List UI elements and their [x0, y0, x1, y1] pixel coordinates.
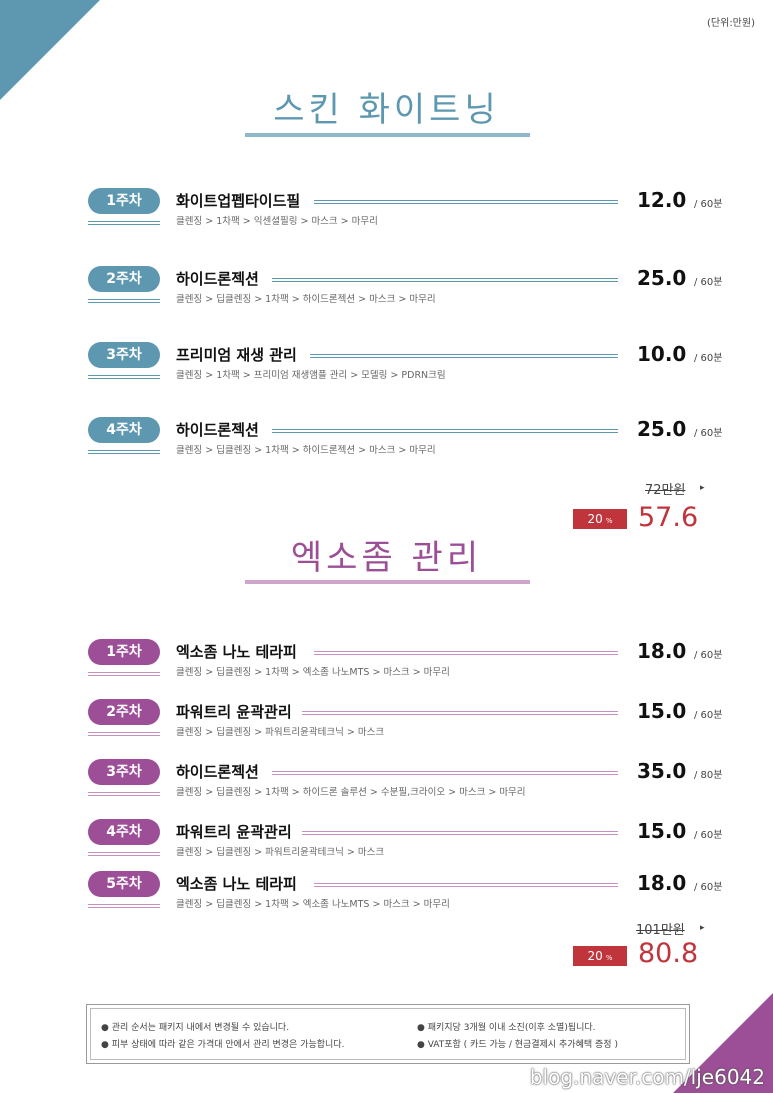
treatment-name: 화이트업펩타이드필 [176, 192, 301, 210]
menu-row: 4주차 파워트리 윤곽관리 클렌징 > 딥클렌징 > 파워트리윤곽테크닉 > 마… [88, 819, 738, 869]
week-badge: 3주차 [88, 342, 160, 368]
menu-row: 2주차 하이드론젝션 클렌징 > 딥클렌징 > 1차팩 > 하이드론젝션 > 마… [88, 266, 738, 316]
corner-decoration-top-left [0, 0, 100, 100]
discount-badge: 20% [573, 946, 627, 966]
duration: / 60분 [694, 199, 723, 210]
duration: / 60분 [694, 353, 723, 364]
menu-row: 3주차 프리미엄 재생 관리 클렌징 > 1차팩 > 프리미엄 재생앰플 관리 … [88, 342, 738, 392]
notes-inner: ● 관리 순서는 패키지 내에서 변경될 수 있습니다. ● 패키지당 3개월 … [90, 1008, 686, 1060]
section-title-whitening: 스킨 화이트닝 [273, 90, 500, 130]
divider [302, 711, 618, 715]
unit-note: (단위:만원) [707, 18, 755, 29]
discount-badge: 20% [573, 509, 627, 529]
menu-row: 4주차 하이드론젝션 클렌징 > 딥클렌징 > 1차팩 > 하이드론젝션 > 마… [88, 417, 738, 467]
treatment-name: 하이드론젝션 [176, 763, 259, 781]
final-price: 57.6 [638, 502, 699, 533]
discount-unit: % [605, 517, 613, 525]
note-item: ● 패키지당 3개월 이내 소진(이후 소멸)됩니다. [417, 1023, 596, 1033]
price: 35.0 [637, 759, 687, 783]
duration: / 80분 [694, 770, 723, 781]
price: 18.0 [637, 639, 687, 663]
divider [88, 375, 160, 379]
divider [314, 883, 618, 887]
treatment-steps: 클렌징 > 딥클렌징 > 1차팩 > 엑소좀 나노MTS > 마스크 > 마무리 [176, 667, 450, 678]
discount-value: 20 [587, 512, 603, 526]
treatment-steps: 클렌징 > 1차팩 > 익센셜필링 > 마스크 > 마무리 [176, 216, 378, 227]
duration: / 60분 [694, 650, 723, 661]
menu-row: 5주차 엑소좀 나노 테라피 클렌징 > 딥클렌징 > 1차팩 > 엑소좀 나노… [88, 871, 738, 921]
price: 25.0 [637, 266, 687, 290]
arrow-right-icon: ▸ [700, 923, 705, 933]
treatment-steps: 클렌징 > 딥클렌징 > 1차팩 > 하이드론 솔루션 > 수분필,크라이오 >… [176, 787, 526, 798]
week-badge: 4주차 [88, 819, 160, 845]
week-badge: 5주차 [88, 871, 160, 897]
original-price: 72만원 [645, 483, 686, 498]
menu-row: 1주차 화이트업펩타이드필 클렌징 > 1차팩 > 익센셜필링 > 마스크 > … [88, 188, 738, 238]
divider [88, 450, 160, 454]
divider [314, 200, 618, 204]
arrow-right-icon: ▸ [700, 483, 705, 493]
divider [88, 299, 160, 303]
price: 25.0 [637, 417, 687, 441]
treatment-steps: 클렌징 > 딥클렌징 > 1차팩 > 하이드론젝션 > 마스크 > 마무리 [176, 294, 436, 305]
duration: / 60분 [694, 277, 723, 288]
note-item: ● 관리 순서는 패키지 내에서 변경될 수 있습니다. [101, 1023, 290, 1033]
treatment-name: 파워트리 윤곽관리 [176, 823, 292, 841]
note-item: ● 피부 상태에 따라 같은 가격대 안에서 관리 변경은 가능합니다. [101, 1040, 345, 1050]
divider [310, 354, 618, 358]
notes-box: ● 관리 순서는 패키지 내에서 변경될 수 있습니다. ● 패키지당 3개월 … [86, 1004, 690, 1064]
menu-row: 1주차 엑소좀 나노 테라피 클렌징 > 딥클렌징 > 1차팩 > 엑소좀 나노… [88, 639, 738, 689]
section-title-exosome: 엑소좀 관리 [290, 538, 483, 578]
price: 18.0 [637, 871, 687, 895]
divider [272, 278, 618, 282]
duration: / 60분 [694, 830, 723, 841]
week-badge: 1주차 [88, 188, 160, 214]
title-underline [245, 133, 530, 137]
week-badge: 2주차 [88, 266, 160, 292]
original-price: 101만원 [636, 923, 685, 938]
price: 10.0 [637, 342, 687, 366]
divider [302, 831, 618, 835]
treatment-steps: 클렌징 > 딥클렌징 > 파워트리윤곽테크닉 > 마스크 [176, 847, 385, 858]
week-badge: 1주차 [88, 639, 160, 665]
divider [88, 672, 160, 676]
treatment-name: 엑소좀 나노 테라피 [176, 643, 297, 661]
note-item: ● VAT포함 ( 카드 가능 / 현금결제시 추가혜택 증정 ) [417, 1040, 618, 1050]
divider [88, 732, 160, 736]
price: 12.0 [637, 188, 687, 212]
treatment-name: 파워트리 윤곽관리 [176, 703, 292, 721]
week-badge: 4주차 [88, 417, 160, 443]
price: 15.0 [637, 819, 687, 843]
menu-row: 3주차 하이드론젝션 클렌징 > 딥클렌징 > 1차팩 > 하이드론 솔루션 >… [88, 759, 738, 809]
menu-row: 2주차 파워트리 윤곽관리 클렌징 > 딥클렌징 > 파워트리윤곽테크닉 > 마… [88, 699, 738, 749]
week-badge: 2주차 [88, 699, 160, 725]
duration: / 60분 [694, 882, 723, 893]
watermark: blog.naver.com/lje6042 [529, 1065, 765, 1089]
week-badge: 3주차 [88, 759, 160, 785]
treatment-steps: 클렌징 > 딥클렌징 > 파워트리윤곽테크닉 > 마스크 [176, 727, 385, 738]
discount-value: 20 [587, 949, 603, 963]
divider [314, 651, 618, 655]
divider [272, 771, 618, 775]
treatment-name: 하이드론젝션 [176, 421, 259, 439]
duration: / 60분 [694, 710, 723, 721]
divider [88, 221, 160, 225]
title-underline [245, 580, 530, 584]
divider [88, 904, 160, 908]
treatment-name: 엑소좀 나노 테라피 [176, 875, 297, 893]
divider [88, 792, 160, 796]
treatment-steps: 클렌징 > 딥클렌징 > 1차팩 > 엑소좀 나노MTS > 마스크 > 마무리 [176, 899, 450, 910]
price: 15.0 [637, 699, 687, 723]
treatment-name: 프리미엄 재생 관리 [176, 346, 297, 364]
treatment-steps: 클렌징 > 1차팩 > 프리미엄 재생앰플 관리 > 모델링 > PDRN크림 [176, 370, 446, 381]
treatment-steps: 클렌징 > 딥클렌징 > 1차팩 > 하이드론젝션 > 마스크 > 마무리 [176, 445, 436, 456]
final-price: 80.8 [638, 938, 699, 969]
divider [272, 429, 618, 433]
treatment-name: 하이드론젝션 [176, 270, 259, 288]
duration: / 60분 [694, 428, 723, 439]
discount-unit: % [605, 954, 613, 962]
divider [88, 852, 160, 856]
